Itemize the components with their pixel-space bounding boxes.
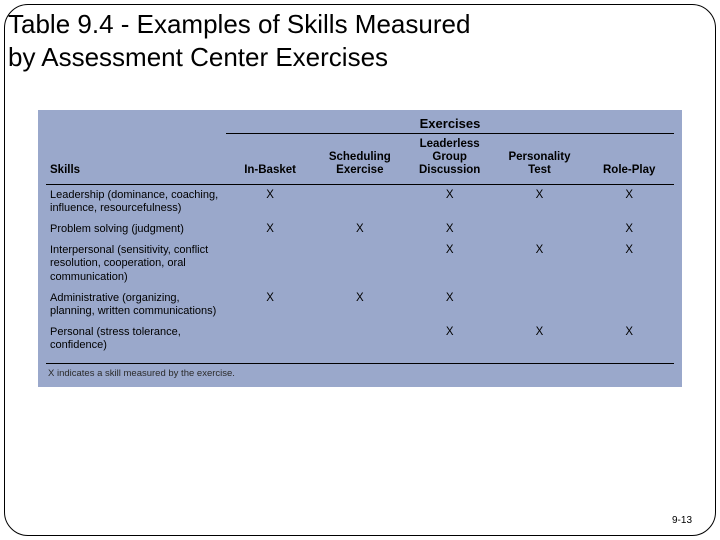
cell: X: [584, 219, 674, 240]
cell: [225, 240, 315, 288]
cell: [584, 288, 674, 322]
cell: X: [225, 219, 315, 240]
skill-label: Administrative (organizing, planning, wr…: [46, 288, 225, 322]
skill-label: Interpersonal (sensitivity, conflict res…: [46, 240, 225, 288]
cell: X: [495, 240, 585, 288]
skills-table: Skills In-Basket Scheduling Exercise Lea…: [46, 136, 674, 357]
cell: X: [405, 184, 495, 219]
cell: X: [405, 240, 495, 288]
cell: [315, 240, 405, 288]
col-header-2: Leaderless Group Discussion: [405, 136, 495, 184]
skill-label: Personal (stress tolerance, confidence): [46, 322, 225, 356]
cell: [315, 322, 405, 356]
cell: X: [584, 322, 674, 356]
skill-label: Leadership (dominance, coaching, influen…: [46, 184, 225, 219]
title-line-1: Table 9.4 - Examples of Skills Measured: [8, 9, 470, 39]
cell: X: [405, 219, 495, 240]
table-header-row: Skills In-Basket Scheduling Exercise Lea…: [46, 136, 674, 184]
slide-title: Table 9.4 - Examples of Skills Measured …: [8, 8, 470, 73]
cell: X: [225, 288, 315, 322]
cell: X: [315, 219, 405, 240]
cell: X: [405, 288, 495, 322]
cell: X: [405, 322, 495, 356]
cell: X: [495, 184, 585, 219]
row-header-label: Skills: [46, 136, 225, 184]
col-header-1: Scheduling Exercise: [315, 136, 405, 184]
col-header-0: In-Basket: [225, 136, 315, 184]
skill-label: Problem solving (judgment): [46, 219, 225, 240]
table-row: Personal (stress tolerance, confidence) …: [46, 322, 674, 356]
page-number: 9-13: [672, 515, 692, 526]
table-body: Leadership (dominance, coaching, influen…: [46, 184, 674, 356]
cell: X: [584, 184, 674, 219]
table-footnote: X indicates a skill measured by the exer…: [46, 364, 674, 387]
col-header-3: Personality Test: [495, 136, 585, 184]
cell: X: [584, 240, 674, 288]
cell: [315, 184, 405, 219]
title-line-2: by Assessment Center Exercises: [8, 42, 388, 72]
cell: X: [225, 184, 315, 219]
col-header-4: Role-Play: [584, 136, 674, 184]
cell: [495, 288, 585, 322]
cell: [495, 219, 585, 240]
cell: X: [495, 322, 585, 356]
cell: [225, 322, 315, 356]
table-row: Administrative (organizing, planning, wr…: [46, 288, 674, 322]
table-super-header: Exercises: [226, 116, 674, 134]
skills-table-container: Exercises Skills In-Basket Scheduling Ex…: [38, 110, 682, 387]
table-row: Interpersonal (sensitivity, conflict res…: [46, 240, 674, 288]
cell: X: [315, 288, 405, 322]
table-row: Problem solving (judgment) X X X X: [46, 219, 674, 240]
table-row: Leadership (dominance, coaching, influen…: [46, 184, 674, 219]
